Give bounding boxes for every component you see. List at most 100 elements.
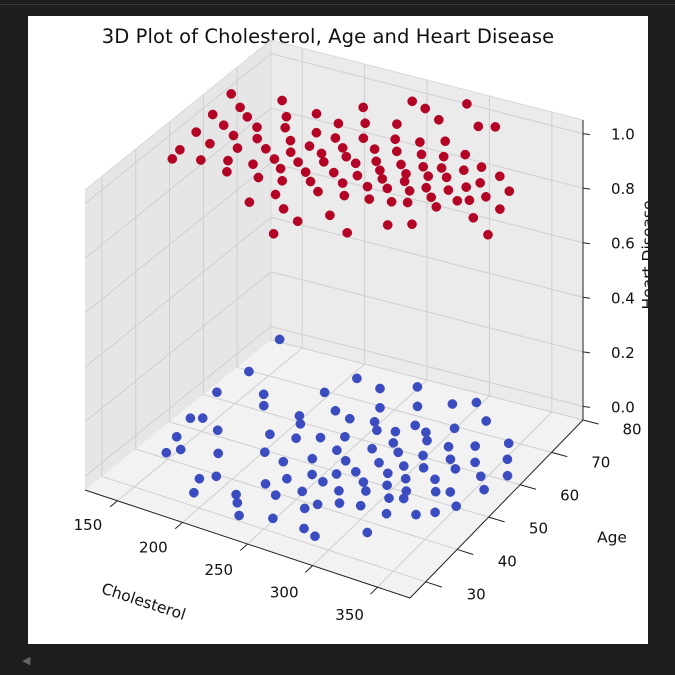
plot-figure: 3D Plot of Cholesterol, Age and Heart Di… (28, 16, 648, 644)
point-disease (207, 109, 218, 120)
z-tick-label: 1.0 (611, 126, 635, 144)
point-disease (330, 133, 341, 143)
point-no-disease (430, 486, 441, 497)
point-no-disease (211, 471, 222, 482)
point-no-disease (278, 456, 289, 467)
x-tick-label: 200 (139, 539, 168, 557)
point-no-disease (362, 527, 373, 538)
point-disease (458, 165, 469, 176)
point-disease (420, 103, 431, 114)
point-no-disease (450, 464, 461, 474)
point-disease (352, 170, 363, 181)
point-no-disease (350, 466, 361, 477)
point-disease (328, 167, 339, 178)
point-disease (311, 108, 322, 119)
point-no-disease (260, 479, 271, 489)
point-disease (386, 196, 397, 207)
point-disease (391, 146, 402, 157)
point-no-disease (299, 523, 309, 534)
point-no-disease (259, 447, 270, 458)
point-no-disease (388, 438, 399, 448)
point-no-disease (390, 426, 401, 437)
point-no-disease (451, 501, 462, 512)
point-no-disease (447, 399, 458, 409)
point-no-disease (430, 507, 440, 518)
point-disease (421, 182, 432, 193)
x-tick-label: 350 (335, 606, 364, 624)
point-disease (195, 155, 206, 165)
y-grid-line (202, 94, 521, 486)
point-disease (461, 182, 472, 192)
point-no-disease (197, 413, 208, 423)
point-disease (300, 167, 311, 177)
point-no-disease (443, 441, 454, 452)
point-no-disease (315, 432, 326, 443)
point-disease (371, 156, 382, 167)
z-tick-mark (582, 187, 591, 190)
point-disease (416, 149, 427, 160)
point-disease (175, 144, 185, 155)
point-no-disease (398, 461, 409, 471)
point-no-disease (445, 454, 456, 465)
point-no-disease (503, 438, 514, 449)
point-disease (275, 163, 286, 174)
point-disease (452, 195, 463, 206)
window-top-bar (0, 0, 675, 5)
point-disease (242, 112, 253, 122)
point-disease (235, 102, 245, 113)
y-grid-line (135, 149, 458, 550)
point-no-disease (418, 462, 429, 473)
z-tick-mark (582, 351, 591, 354)
point-disease (218, 120, 229, 131)
y-tick-mark (488, 516, 505, 523)
point-no-disease (361, 486, 371, 496)
point-disease (167, 154, 178, 164)
point-disease (292, 216, 303, 227)
point-no-disease (274, 334, 285, 345)
point-disease (490, 122, 501, 132)
y-tick-mark (519, 484, 537, 490)
point-no-disease (367, 443, 377, 454)
point-disease (358, 133, 369, 144)
point-no-disease (171, 431, 182, 442)
point-no-disease (344, 413, 355, 424)
point-disease (341, 151, 352, 162)
point-no-disease (400, 473, 411, 484)
point-disease (396, 159, 406, 170)
point-no-disease (295, 419, 306, 429)
point-no-disease (330, 405, 341, 416)
point-disease (364, 194, 375, 204)
point-disease (252, 133, 263, 144)
point-disease (318, 157, 329, 167)
point-no-disease (502, 454, 513, 465)
z-tick-label: 0.8 (611, 180, 635, 198)
point-no-disease (232, 497, 243, 508)
y-tick-label: 30 (467, 585, 486, 603)
point-no-disease (479, 484, 489, 495)
y-tick-label: 60 (560, 487, 579, 505)
point-disease (495, 204, 505, 214)
point-disease (423, 171, 434, 182)
point-no-disease (375, 402, 385, 413)
point-disease (305, 176, 316, 187)
point-no-disease (291, 433, 301, 444)
point-disease (504, 186, 515, 197)
point-no-disease (422, 435, 432, 446)
point-disease (316, 148, 327, 159)
z-tick-label: 0.4 (611, 289, 635, 307)
z-tick-mark (582, 296, 591, 299)
z-tick-label: 0.0 (611, 398, 635, 416)
point-disease (483, 229, 493, 240)
y-tick-mark (457, 548, 474, 555)
point-no-disease (334, 498, 345, 508)
point-disease (358, 102, 369, 113)
scroll-left-icon[interactable]: ◀ (22, 654, 31, 667)
chart-title: 3D Plot of Cholesterol, Age and Heart Di… (101, 25, 555, 48)
point-disease (313, 186, 323, 197)
point-no-disease (481, 416, 492, 426)
point-no-disease (470, 441, 481, 451)
point-disease (269, 154, 280, 164)
point-disease (325, 210, 335, 221)
y-grid-line (236, 67, 552, 453)
point-disease (418, 161, 429, 172)
